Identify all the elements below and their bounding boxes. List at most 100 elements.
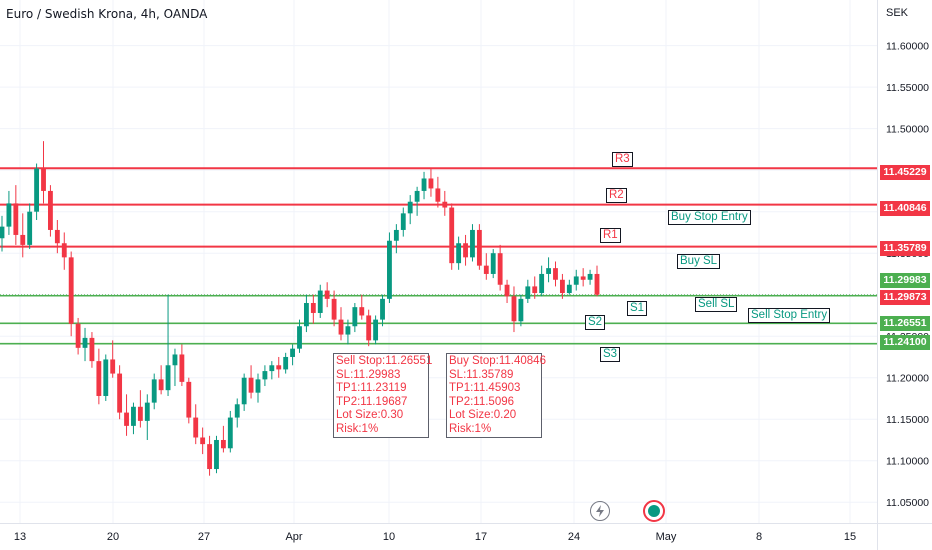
candle (276, 356, 282, 378)
candle (20, 213, 26, 258)
candle (262, 365, 268, 387)
x-tick-label: Apr (285, 531, 302, 543)
y-tick-label: 11.55000 (886, 82, 929, 94)
candle (255, 373, 261, 403)
candle (463, 234, 468, 266)
x-tick-label: 17 (475, 531, 487, 543)
x-tick-label: 15 (844, 531, 856, 543)
badge-r2: 11.40846 (880, 201, 930, 216)
candle (345, 319, 351, 345)
badge-current: 11.29983 (880, 273, 930, 288)
candle (490, 249, 496, 279)
candle (435, 176, 441, 208)
candle (497, 244, 503, 291)
candle (151, 373, 157, 410)
sell-stop-entry-label[interactable]: Sell Stop Entry (748, 308, 831, 323)
y-tick-label: 11.15000 (886, 414, 929, 426)
buy-risk-line: Risk:1% (449, 422, 492, 435)
candle (511, 286, 517, 333)
level-tag-r3[interactable]: R3 (612, 152, 633, 167)
candle (124, 394, 129, 436)
sell-order-box[interactable]: Sell Stop:11.26551 SL:11.29983 TP1:11.23… (333, 353, 433, 438)
candle (34, 163, 40, 220)
sell-tp1-line: TP1:11.23119 (336, 382, 407, 394)
candle (594, 265, 600, 297)
candle (137, 390, 143, 428)
level-tag-s1[interactable]: S1 (627, 301, 648, 316)
candle (82, 327, 88, 362)
candle (290, 344, 296, 366)
candle (179, 344, 185, 387)
x-tick-label: 10 (383, 531, 395, 543)
y-tick-label: 11.50000 (886, 124, 929, 136)
candle (186, 377, 192, 424)
candle (476, 224, 482, 270)
candle (131, 402, 136, 435)
candle (144, 394, 150, 440)
candle (456, 236, 462, 270)
candle (61, 232, 67, 270)
buy-stop-entry-label[interactable]: Buy Stop Entry (668, 210, 751, 225)
level-tag-s2[interactable]: S2 (585, 315, 606, 330)
candle (546, 257, 551, 283)
candle (54, 219, 60, 254)
badge-s3: 11.24100 (880, 335, 930, 350)
candle (407, 195, 413, 225)
candle (373, 315, 379, 345)
y-tick-label: 11.10000 (886, 456, 929, 468)
currency-label: SEK (886, 7, 909, 19)
level-tag-s3[interactable]: S3 (600, 347, 621, 362)
level-tag-r1[interactable]: R1 (600, 228, 621, 243)
badge-r1: 11.35789 (880, 241, 930, 256)
candle (380, 294, 385, 327)
buy-tp1-line: TP1:11.45903 (449, 382, 521, 394)
candle (193, 404, 199, 445)
candle (207, 435, 212, 476)
candle (393, 224, 399, 254)
badge-s1: 11.29873 (880, 290, 930, 305)
candle (165, 294, 171, 396)
candle (580, 268, 586, 287)
candle (234, 398, 240, 428)
candle (27, 203, 33, 250)
candle (214, 435, 219, 474)
candle (587, 269, 593, 285)
candle (442, 190, 448, 216)
sell-lot-line: Lot Size:0.30 (336, 409, 404, 421)
record-icon[interactable] (643, 500, 665, 522)
badge-r3: 11.45229 (880, 165, 930, 180)
x-tick-label: 27 (198, 531, 210, 543)
candle (48, 185, 53, 237)
chart-grid (0, 0, 877, 523)
candle (310, 294, 316, 324)
candle (324, 282, 330, 308)
x-tick-label: 20 (107, 531, 119, 543)
sell-stop-line: Sell Stop:11.26551 (336, 355, 433, 367)
buy-sl-line: SL:11.35789 (449, 368, 514, 381)
candle (0, 215, 5, 252)
lightning-icon[interactable] (590, 501, 610, 521)
sell-tp2-line: TP2:11.19687 (336, 395, 408, 408)
buy-order-box[interactable]: Buy Stop:11.40846 SL:11.35789 TP1:11.459… (446, 353, 546, 438)
sell-sl-label[interactable]: Sell SL (695, 297, 738, 312)
level-tag-r2[interactable]: R2 (606, 188, 627, 203)
candle (483, 253, 489, 280)
level-lines (0, 167, 877, 345)
candle (248, 365, 254, 399)
candle (89, 332, 95, 368)
candle (573, 269, 579, 291)
buy-sl-label[interactable]: Buy SL (677, 254, 721, 269)
candle (352, 303, 358, 333)
sell-sl-line: SL:11.29983 (336, 368, 401, 381)
candle (96, 348, 102, 405)
candle (227, 410, 233, 453)
candle (366, 309, 372, 347)
candle (303, 294, 309, 333)
candle (220, 425, 226, 453)
time-axis[interactable]: 13 20 27 Apr 10 17 24 May 8 15 (14, 531, 856, 543)
candle (241, 373, 247, 411)
x-tick-label: May (656, 531, 677, 543)
buy-lot-line: Lot Size:0.20 (449, 409, 517, 421)
candle (103, 354, 109, 401)
